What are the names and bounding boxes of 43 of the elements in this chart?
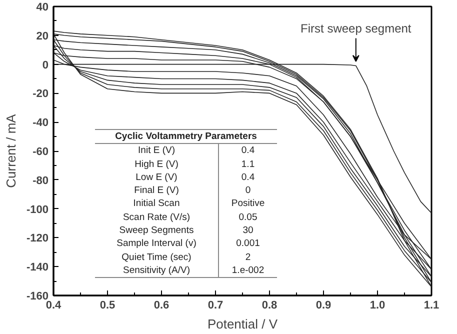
y-tick-label: -80	[32, 174, 49, 187]
annotation: High E (V)	[95, 158, 219, 171]
annotation: 0.001	[235, 237, 261, 251]
y-tick-label: -40	[32, 117, 49, 130]
annotation: First sweep segment	[300, 21, 412, 36]
annotation: 0.4	[240, 170, 256, 184]
annotation: Sample Interval (v)	[95, 237, 219, 251]
y-tick-label: -120	[26, 232, 49, 245]
annotation: 0.4	[240, 144, 256, 158]
annotation: Initial Scan	[95, 197, 219, 211]
y-tick-label: 20	[36, 30, 49, 42]
x-tick-label: 1.1	[424, 300, 440, 312]
annotation: Positive	[230, 197, 266, 211]
y-tick-label: -160	[26, 290, 49, 302]
x-tick-label: 0.6	[154, 300, 170, 312]
annotation: 0.05	[238, 210, 258, 224]
annotation: Sweep Segments	[95, 224, 219, 238]
x-tick-label: 1.0	[370, 300, 386, 312]
annotation: Scan Rate (V/s)	[95, 210, 219, 224]
x-tick-label: 0.4	[46, 300, 62, 312]
annotation: 1.e-002	[218, 264, 277, 278]
y-tick-label: -60	[32, 146, 49, 158]
x-tick-label: 0.8	[262, 300, 278, 312]
y-tick-label: -100	[26, 204, 49, 216]
annotation: 2	[244, 250, 252, 264]
annotation: Low E (V)	[95, 170, 219, 184]
annotation: Quiet Time (sec)	[95, 250, 219, 264]
annotation: Final E (V)	[95, 184, 219, 198]
y-axis-title: Current / mA	[3, 114, 18, 188]
y-tick-label: -20	[32, 88, 49, 100]
annotation: Cyclic Voltammetry Parameters	[95, 130, 277, 144]
annotation: Init E (V)	[95, 144, 219, 158]
annotation: Sensitivity (A/V)	[95, 264, 219, 278]
annotation: 30	[242, 224, 254, 238]
annotation: 0	[244, 184, 252, 198]
y-tick-label: -140	[26, 262, 49, 274]
x-tick-label: 0.9	[316, 300, 332, 312]
x-tick-label: 0.7	[208, 300, 224, 312]
x-axis-title: Potential / V	[207, 316, 278, 332]
annotation: 1.1	[240, 158, 256, 171]
y-tick-label: 40	[36, 2, 49, 14]
x-tick-label: 0.5	[100, 300, 116, 312]
y-tick-label: 0	[42, 59, 49, 72]
